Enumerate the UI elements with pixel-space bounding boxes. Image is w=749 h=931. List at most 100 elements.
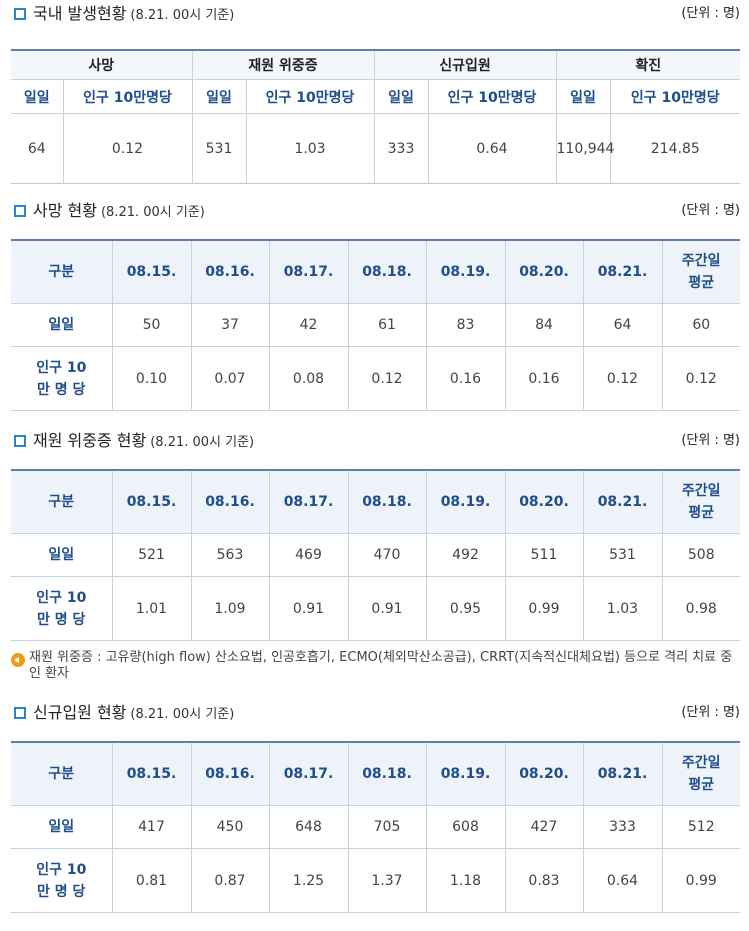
table-cell: 469 [268,533,348,577]
table-cell: 0.08 [268,346,348,411]
table-row-daily: 일일 50 37 42 61 83 84 64 60 [11,303,740,347]
table-cell: 450 [190,805,269,849]
header-date: 08.19. [425,742,505,806]
section-square-icon [14,707,26,719]
table-cell: 512 [661,805,740,849]
deaths-title-text: 사망 현황 [33,201,97,220]
table-cell: 1.01 [111,576,191,641]
table-cell: 0.87 [190,848,269,913]
table-header-row: 구분 08.15. 08.16. 08.17. 08.18. 08.19. 08… [11,470,740,534]
table-cell: 0.83 [504,848,583,913]
header-date: 08.16. [190,742,269,806]
table-cell: 0.91 [268,576,348,641]
table-row-per100k: 인구 10만 명 당 0.10 0.07 0.08 0.12 0.16 0.16… [11,346,740,411]
table-cell: 333 [582,805,662,849]
col-per100k: 인구 10만명당 [245,79,375,114]
critical-definition-note: 재원 위중증 : 고유량(high flow) 산소요법, 인공호흡기, ECM… [11,650,740,682]
table-cell: 521 [111,533,191,577]
col-per100k: 인구 10만명당 [609,79,741,114]
value-cell: 531 [191,113,247,184]
table-cell: 0.99 [661,848,740,913]
deaths-section-header: 사망 현황 (8.21. 00시 기준) (단위 : 명) [11,199,740,223]
table-cell: 61 [347,303,426,347]
col-daily: 일일 [555,79,611,114]
group-admissions: 신규입원 [373,50,557,80]
header-date: 08.15. [111,470,191,534]
header-weekly-avg: 주간일 평균 [661,742,740,806]
header-weekly-avg: 주간일 평균 [661,470,740,534]
table-cell: 531 [582,533,662,577]
table-cell: 1.25 [268,848,348,913]
table-row-per100k: 인구 10만 명 당 0.81 0.87 1.25 1.37 1.18 0.83… [11,848,740,913]
summary-group-row: 사망 재원 위중증 신규입원 확진 [11,50,741,80]
admissions-title: 신규입원 현황 (8.21. 00시 기준) [33,701,234,727]
section-square-icon [14,205,26,217]
table-cell: 0.95 [425,576,505,641]
header-date: 08.21. [582,240,662,304]
table-cell: 64 [582,303,662,347]
critical-title-text: 재원 위중증 현황 [33,431,147,450]
table-cell: 417 [111,805,191,849]
table-cell: 0.98 [661,576,740,641]
header-date: 08.17. [268,240,348,304]
header-date: 08.16. [190,240,269,304]
col-per100k: 인구 10만명당 [427,79,557,114]
col-daily: 일일 [191,79,247,114]
value-cell: 0.64 [427,113,557,184]
row-label-daily: 일일 [11,533,112,577]
table-cell: 37 [190,303,269,347]
summary-subtitle: (8.21. 00시 기준) [130,8,235,23]
row-label-daily: 일일 [11,303,112,347]
header-date: 08.17. [268,742,348,806]
header-date: 08.16. [190,470,269,534]
section-square-icon [14,435,26,447]
summary-unit: (단위 : 명) [681,6,740,21]
table-cell: 0.12 [661,346,740,411]
table-cell: 0.12 [582,346,662,411]
deaths-subtitle: (8.21. 00시 기준) [100,205,205,220]
table-cell: 508 [661,533,740,577]
summary-table: 사망 재원 위중증 신규입원 확진 일일 인구 10만명당 일일 인구 10만명… [11,49,741,184]
value-cell: 0.12 [62,113,193,184]
header-weekly-avg: 주간일 평균 [661,240,740,304]
admissions-unit: (단위 : 명) [681,705,740,720]
table-cell: 60 [661,303,740,347]
table-cell: 0.07 [190,346,269,411]
table-row-daily: 일일 521 563 469 470 492 511 531 508 [11,533,740,577]
header-date: 08.18. [347,240,426,304]
header-date: 08.20. [504,470,583,534]
summary-col-row: 일일 인구 10만명당 일일 인구 10만명당 일일 인구 10만명당 일일 인… [11,79,741,114]
table-cell: 0.16 [425,346,505,411]
table-cell: 50 [111,303,191,347]
group-confirmed: 확진 [555,50,741,80]
deaths-unit: (단위 : 명) [681,203,740,218]
table-cell: 84 [504,303,583,347]
value-cell: 333 [373,113,429,184]
admissions-title-text: 신규입원 현황 [33,703,127,722]
speaker-icon [11,653,25,667]
table-cell: 83 [425,303,505,347]
table-cell: 705 [347,805,426,849]
critical-unit: (단위 : 명) [681,433,740,448]
table-cell: 1.18 [425,848,505,913]
summary-title: 국내 발생현황 (8.21. 00시 기준) [33,2,234,28]
table-cell: 427 [504,805,583,849]
section-square-icon [14,8,26,20]
table-row-daily: 일일 417 450 648 705 608 427 333 512 [11,805,740,849]
critical-title: 재원 위중증 현황 (8.21. 00시 기준) [33,429,254,455]
table-cell: 42 [268,303,348,347]
table-cell: 1.37 [347,848,426,913]
header-date: 08.17. [268,470,348,534]
table-cell: 608 [425,805,505,849]
table-cell: 1.09 [190,576,269,641]
summary-title-text: 국내 발생현황 [33,4,127,23]
header-date: 08.19. [425,240,505,304]
admissions-section-header: 신규입원 현황 (8.21. 00시 기준) (단위 : 명) [11,701,740,725]
table-cell: 0.81 [111,848,191,913]
note-text: 재원 위중증 : 고유량(high flow) 산소요법, 인공호흡기, ECM… [29,650,733,681]
table-row-per100k: 인구 10만 명 당 1.01 1.09 0.91 0.91 0.95 0.99… [11,576,740,641]
table-cell: 648 [268,805,348,849]
header-date: 08.21. [582,742,662,806]
deaths-title: 사망 현황 (8.21. 00시 기준) [33,199,205,225]
table-cell: 511 [504,533,583,577]
